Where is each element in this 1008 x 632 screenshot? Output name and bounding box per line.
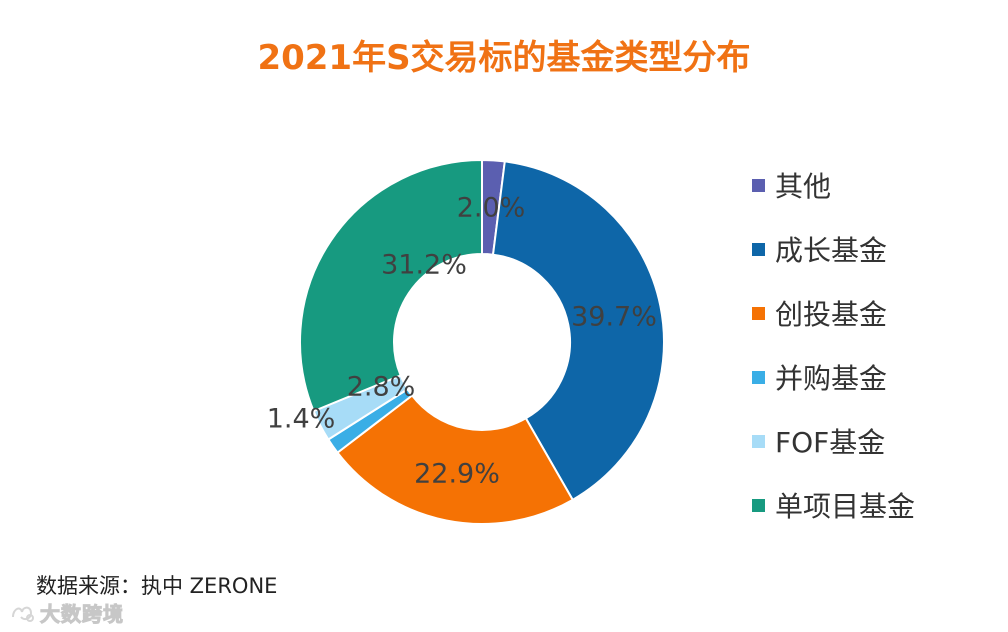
donut-slice-6	[299, 158, 483, 413]
legend-item: FOF基金	[752, 421, 885, 461]
legend-swatch	[752, 434, 765, 448]
legend-swatch	[752, 178, 765, 192]
chart-title: 2021年S交易标的基金类型分布	[257, 38, 751, 78]
legend-label: 创投基金	[775, 298, 888, 331]
legend-label: FOF基金	[775, 426, 886, 459]
donut-slice-2	[491, 160, 665, 502]
legend-item: 创投基金	[752, 293, 887, 333]
donut-slice-3	[336, 394, 575, 525]
legend-swatch	[752, 306, 765, 320]
slice-data-label: 1.4%	[267, 404, 336, 435]
slice-data-label: 39.7%	[571, 302, 657, 333]
watermark-logo-icon	[12, 606, 34, 622]
legend-item: 成长基金	[752, 229, 887, 269]
slice-data-label: 22.9%	[414, 459, 500, 490]
legend-swatch	[752, 498, 765, 512]
slice-data-label: 2.0%	[457, 193, 526, 224]
legend-item: 单项目基金	[752, 485, 915, 525]
data-source-note: 数据来源：执中 ZERONE	[36, 574, 278, 598]
legend-swatch	[752, 370, 765, 384]
legend-label: 成长基金	[775, 234, 888, 267]
legend-label: 单项目基金	[775, 490, 916, 523]
legend-item: 其他	[752, 165, 831, 205]
legend-label: 并购基金	[775, 362, 888, 395]
watermark: 大数跨境	[10, 598, 124, 627]
legend-item: 并购基金	[752, 357, 887, 397]
legend-label: 其他	[775, 170, 832, 203]
slice-data-label: 2.8%	[347, 372, 416, 403]
watermark-text: 大数跨境	[40, 602, 124, 627]
legend-swatch	[752, 242, 765, 256]
slice-data-label: 31.2%	[381, 250, 467, 281]
